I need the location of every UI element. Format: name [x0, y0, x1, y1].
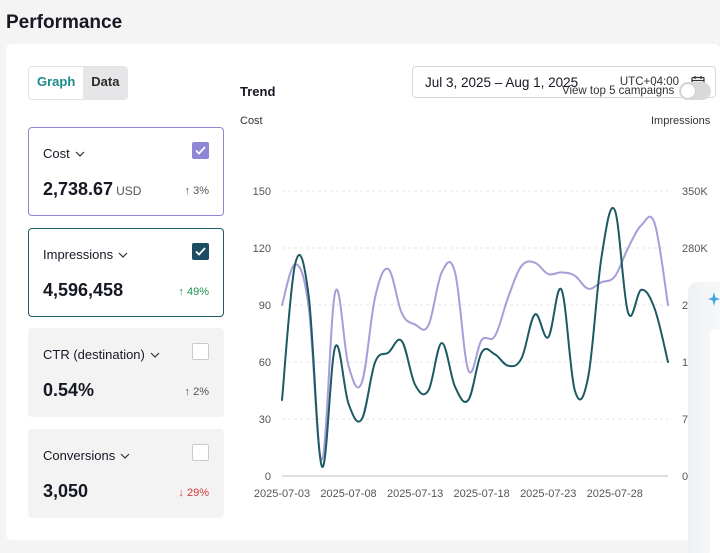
left-tick-label: 60 [259, 357, 271, 369]
metric-card-conversions[interactable]: Conversions 3,050 ↓ 29% [28, 429, 224, 518]
metric-value: 3,050 [43, 481, 89, 501]
chevron-down-icon [75, 151, 85, 157]
x-tick-label: 2025-07-08 [320, 488, 376, 500]
performance-panel: Graph Data Jul 3, 2025 – Aug 1, 2025 UTC… [6, 44, 720, 540]
metric-card-impressions[interactable]: Impressions 4,596,458 ↑ 49% [28, 228, 224, 317]
side-panel-edge [688, 282, 720, 553]
metric-unit: USD [116, 184, 142, 198]
metric-name-dropdown[interactable]: Cost [43, 146, 85, 161]
sparkle-icon [708, 292, 720, 306]
tab-graph[interactable]: Graph [29, 67, 84, 99]
metric-card-cost[interactable]: Cost 2,738.67 USD ↑ 3% [28, 127, 224, 216]
x-tick-label: 2025-07-23 [520, 488, 576, 500]
left-tick-label: 90 [259, 300, 271, 312]
x-tick-label: 2025-07-18 [454, 488, 510, 500]
metric-checkbox[interactable] [192, 444, 209, 461]
page-title: Performance [6, 12, 123, 33]
check-icon [195, 247, 206, 256]
metric-change: ↑ 2% [184, 386, 209, 398]
top5-campaigns-toggle[interactable] [679, 82, 711, 100]
right-tick-label: 280K [682, 243, 708, 255]
metric-change: ↑ 49% [178, 286, 209, 298]
metric-card-ctr[interactable]: CTR (destination) 0.54% ↑ 2% [28, 328, 224, 417]
metric-checkbox[interactable] [192, 343, 209, 360]
x-tick-label: 2025-07-03 [254, 488, 310, 500]
series-line-cost [281, 207, 669, 468]
right-tick-label: 0 [682, 471, 688, 483]
chevron-down-icon [118, 252, 128, 258]
metric-checkbox[interactable] [192, 243, 209, 260]
toggle-knob [681, 84, 695, 98]
left-tick-label: 30 [259, 414, 271, 426]
date-range-text: Jul 3, 2025 – Aug 1, 2025 [425, 74, 579, 90]
left-axis-title: Cost [240, 115, 263, 127]
top5-campaigns-label: View top 5 campaigns [562, 85, 675, 97]
view-toggle: Graph Data [28, 66, 129, 100]
metric-name-dropdown[interactable]: Conversions [43, 448, 130, 463]
metric-change: ↓ 29% [178, 487, 209, 499]
metric-name: CTR (destination) [43, 347, 145, 362]
right-tick-label: 350K [682, 186, 708, 198]
metric-name-dropdown[interactable]: Impressions [43, 247, 128, 262]
metric-value: 2,738.67 USD [43, 179, 142, 199]
check-icon [195, 146, 206, 155]
chevron-down-icon [120, 453, 130, 459]
metric-name-dropdown[interactable]: CTR (destination) [43, 347, 160, 362]
left-tick-label: 0 [265, 471, 271, 483]
metric-checkbox[interactable] [192, 142, 209, 159]
left-tick-label: 120 [253, 243, 271, 255]
x-tick-label: 2025-07-28 [587, 488, 643, 500]
metric-name: Cost [43, 146, 70, 161]
tab-data[interactable]: Data [83, 67, 128, 99]
metric-name: Conversions [43, 448, 116, 463]
left-tick-label: 150 [253, 186, 271, 198]
x-tick-label: 2025-07-13 [387, 488, 443, 500]
metric-name: Impressions [43, 247, 114, 262]
metric-value: 0.54% [43, 380, 95, 400]
metric-change: ↑ 3% [184, 185, 209, 197]
timezone-label: UTC+04:00 [619, 76, 679, 88]
metric-value: 4,596,458 [43, 280, 124, 300]
trend-title: Trend [240, 84, 276, 99]
series-line-impressions [281, 215, 669, 461]
right-axis-title: Impressions [651, 115, 711, 127]
chevron-down-icon [150, 352, 160, 358]
date-range-picker[interactable]: Jul 3, 2025 – Aug 1, 2025 UTC+04:00 [412, 66, 716, 98]
side-panel-content [710, 330, 720, 553]
